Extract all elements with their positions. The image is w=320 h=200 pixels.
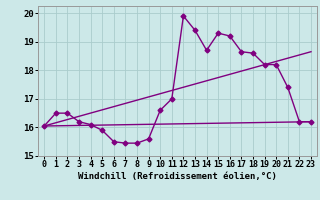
X-axis label: Windchill (Refroidissement éolien,°C): Windchill (Refroidissement éolien,°C) bbox=[78, 172, 277, 181]
